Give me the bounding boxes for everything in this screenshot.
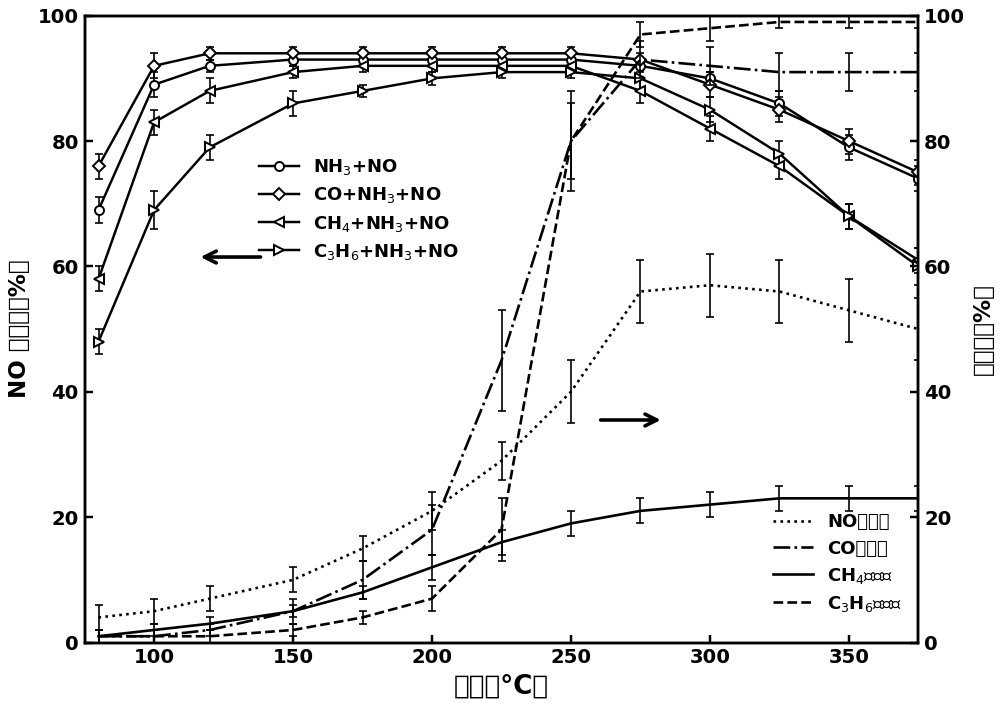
X-axis label: 温度（°C）: 温度（°C）: [454, 674, 549, 700]
Y-axis label: 氧化率（%）: 氧化率（%）: [972, 283, 995, 375]
Y-axis label: NO 转化率（%）: NO 转化率（%）: [8, 260, 31, 399]
Legend: NO氧化率, CO氧化率, CH$_4$氧化率, C$_3$H$_6$氧化率: NO氧化率, CO氧化率, CH$_4$氧化率, C$_3$H$_6$氧化率: [766, 506, 910, 621]
